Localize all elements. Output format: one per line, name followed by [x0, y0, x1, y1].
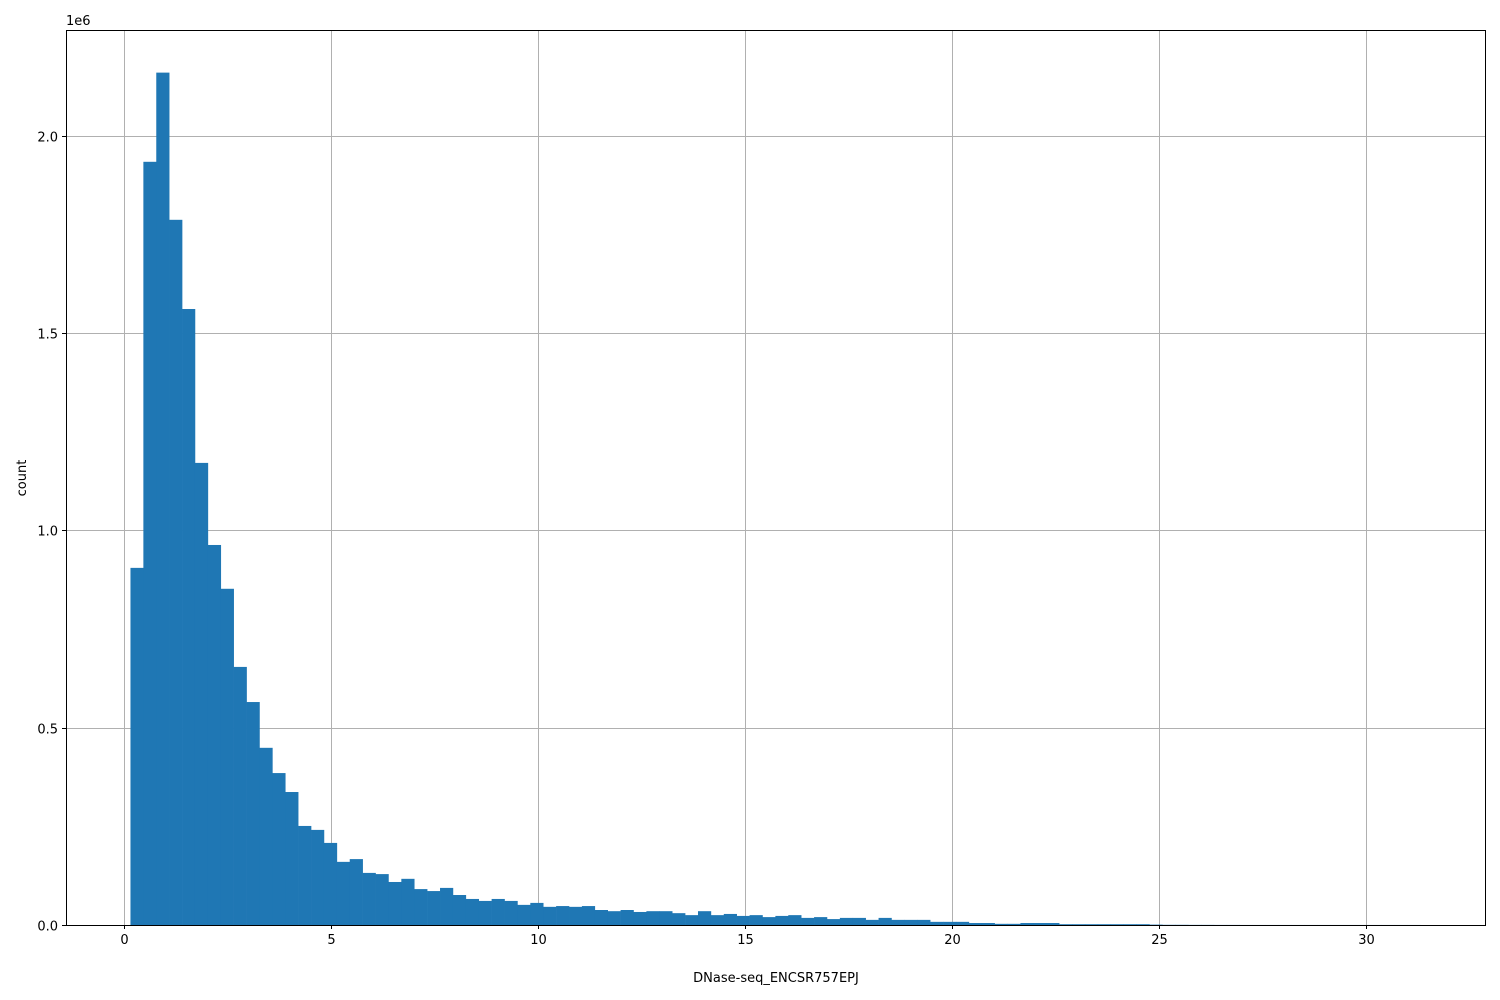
histogram-bar [839, 917, 854, 925]
x-tick-label: 15 [737, 933, 754, 948]
y-tick-label: 1.5 [37, 328, 58, 343]
histogram-bar [826, 919, 841, 925]
histogram-bar [1033, 923, 1047, 925]
histogram-bar [1084, 924, 1099, 925]
histogram-bar [981, 923, 995, 925]
histogram-bar [994, 923, 1008, 925]
histogram-bar [530, 902, 544, 925]
histogram-bar [1097, 924, 1112, 925]
x-tick-label: 25 [1151, 933, 1168, 948]
bars [130, 72, 1421, 926]
histogram-bar [659, 911, 673, 925]
histogram-bar [401, 878, 415, 925]
histogram-bar [891, 919, 905, 925]
ticks: 0 5 10 15 20 25 30 0.0 0.5 1.0 1.5 2.0 [37, 131, 1374, 949]
histogram-bar [1007, 923, 1021, 925]
histogram-bar [852, 917, 866, 925]
histogram-bar [427, 891, 441, 925]
y-axis-label: count [15, 460, 30, 497]
histogram-bar [955, 921, 970, 925]
histogram-bar [465, 898, 480, 925]
histogram-bar [1020, 923, 1034, 925]
histogram-bar [543, 906, 557, 925]
histogram-bar [762, 917, 776, 925]
histogram-bar [620, 910, 634, 925]
histogram-bar [672, 913, 686, 925]
y-tick-label: 1.0 [37, 525, 58, 540]
histogram-bar [878, 917, 892, 925]
histogram-bar [607, 911, 621, 925]
histogram-bar [556, 906, 570, 925]
histogram-bar [685, 915, 699, 925]
histogram-bar [646, 911, 660, 925]
histogram-bar [930, 921, 944, 925]
histogram-bar [362, 872, 376, 925]
histogram-bar [904, 919, 918, 925]
histogram-bar [504, 900, 518, 925]
histogram-bar [233, 666, 247, 925]
histogram-bar [194, 462, 209, 925]
histogram-bar [491, 898, 505, 925]
histogram-bar [801, 917, 815, 925]
histogram-bar [246, 702, 260, 925]
histogram-bar [452, 895, 467, 925]
y-tick-label: 0.5 [37, 723, 58, 738]
histogram-bar [723, 913, 737, 925]
y-tick-label: 0.0 [37, 920, 58, 935]
axes-frame [66, 30, 1486, 926]
x-tick-label: 5 [327, 933, 335, 948]
histogram-bar [697, 911, 712, 925]
x-tick-label: 0 [120, 933, 128, 948]
histogram-bar [594, 910, 609, 925]
histogram-bar [1046, 923, 1060, 925]
histogram-bar [285, 792, 299, 925]
histogram-bar [814, 917, 828, 925]
histogram-bar [736, 915, 750, 925]
histogram-bar [1123, 924, 1137, 925]
histogram-bar [388, 881, 402, 925]
y-offset-label: 1e6 [66, 14, 91, 29]
histogram-bar [143, 161, 157, 925]
histogram-bar [207, 544, 222, 925]
histogram-bar [1072, 924, 1086, 925]
x-tick-label: 20 [944, 933, 961, 948]
histogram-bar [323, 842, 338, 925]
histogram-bar [478, 900, 492, 925]
histogram-bar [710, 915, 725, 925]
histogram-bar [336, 861, 351, 925]
histogram-bar [968, 923, 983, 925]
histogram-bar [917, 919, 931, 925]
histogram-bar [749, 915, 763, 925]
histogram-bar [788, 915, 802, 925]
histogram-bar [130, 567, 144, 925]
histogram-bar [375, 874, 389, 925]
histogram-bar [156, 72, 170, 926]
grid [66, 30, 1485, 926]
histogram-bar [1059, 924, 1073, 925]
histogram-bar [414, 889, 428, 925]
histogram-bar [259, 747, 273, 925]
histogram-bar [775, 915, 789, 925]
histogram-bar [220, 588, 234, 925]
histogram-bar [349, 859, 363, 925]
histogram-bar [633, 911, 647, 925]
histogram-bar [311, 829, 325, 925]
histogram-bar [272, 773, 286, 925]
histogram-bar [517, 904, 531, 925]
histogram-bar [1136, 924, 1150, 925]
histogram-bar [1110, 924, 1124, 925]
histogram-bar [169, 219, 183, 925]
histogram-bar [440, 887, 454, 925]
histogram-bar [298, 825, 312, 925]
y-tick-label: 2.0 [37, 131, 58, 146]
histogram-bar [943, 921, 957, 925]
x-tick-label: 30 [1358, 933, 1375, 948]
histogram-bar [182, 308, 196, 925]
x-tick-label: 10 [530, 933, 547, 948]
histogram-bar [581, 906, 596, 925]
x-axis-label: DNase-seq_ENCSR757EPJ [693, 971, 859, 986]
histogram-bar [569, 906, 583, 925]
histogram-bar [865, 919, 879, 925]
